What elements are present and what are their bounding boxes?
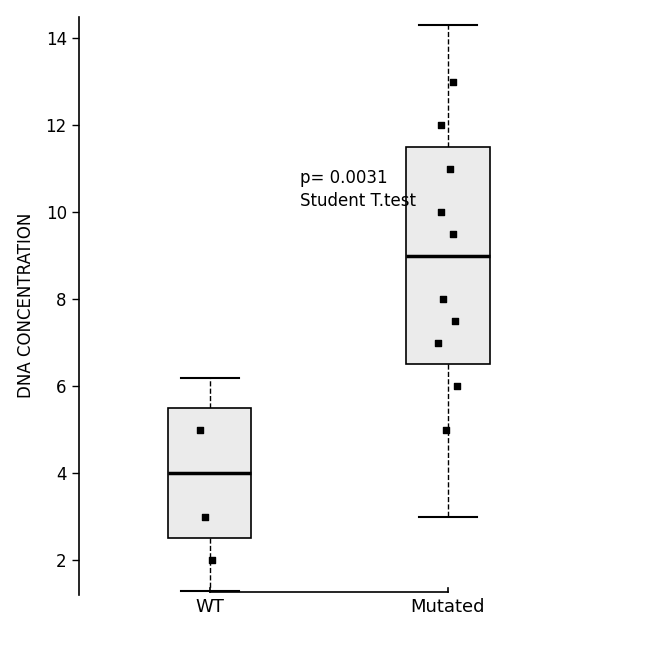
Point [447,229,458,239]
Point [445,164,455,174]
Point [447,77,458,87]
Point [207,555,217,566]
Point [195,424,206,435]
Point [450,316,460,326]
Point [436,120,446,130]
Bar [168,408,252,539]
Text: p= 0.0031
Student T.test: p= 0.0031 Student T.test [300,169,416,210]
Text: Mutated: Mutated [411,598,485,616]
Y-axis label: DNA CONCENTRATION: DNA CONCENTRATION [16,213,35,399]
Point [440,424,451,435]
Bar [406,147,489,364]
Text: WT: WT [195,598,224,616]
Point [452,381,462,392]
Point [200,511,210,522]
Point [438,294,449,304]
Point [433,337,443,348]
Point [436,207,446,217]
